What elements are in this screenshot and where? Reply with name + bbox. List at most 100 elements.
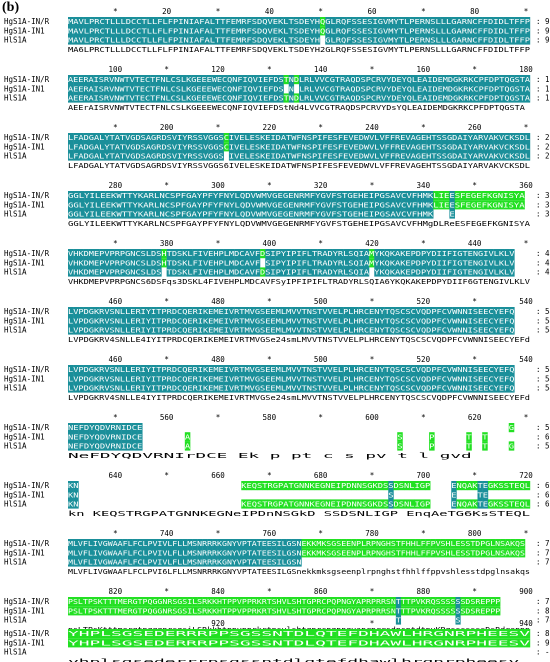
sequence-end-position: : 540 [536,384,550,393]
conserved-column [325,191,332,219]
conserved-column [228,133,235,161]
conserved-column [296,307,302,335]
conserved-column [498,133,505,161]
conserved-column [236,17,242,45]
similar-residue [262,499,268,509]
conserved-column [420,133,427,161]
conserved-column [376,75,382,103]
conserved-column [415,307,422,335]
similar-residue [162,597,168,607]
similar-residue [476,200,482,210]
similar-residue [422,629,434,639]
conserved-column [121,423,127,451]
conserved-column [317,133,323,161]
conserved-column [211,75,218,103]
conserved-column [524,75,531,103]
sequence-name: HgS1A-IN1 [4,432,45,441]
sequence-residues: LVPDGKRVSNLLERIYITPRDCQERIKEMEIVRTMVGSEE… [68,317,514,325]
similar-residue [405,539,411,549]
similar-residue [401,638,413,648]
conserved-column [267,17,273,45]
sequence-residues: LFADGALYTATVGDSAGRDSVIYRSSVGGSCIVELESKEI… [68,143,530,151]
similar-residue [398,481,405,491]
conserved-column [322,365,328,393]
conserved-column [93,307,100,335]
similar-residue [335,481,342,491]
ruler-tick-mark: * [524,239,529,248]
similar-residue [306,548,312,558]
similar-residue [376,597,382,607]
sequence-name: HlS1A [4,648,27,657]
conserved-column [234,133,240,161]
ruler-tick-mark: * [216,239,221,248]
sequence-residues: MAVLPRCTLLLDCCTLLFLFPINIAFALTTFEMRFSDQVE… [68,18,530,26]
conserved-column [472,133,479,161]
conserved-column [384,133,391,161]
sequence-residues: LVPDGKRVSNLLERIYITPRDCQERIKEMEIVRTMVGSEE… [68,327,514,335]
conserved-column [218,249,224,277]
conserved-column [225,17,231,45]
similar-residue [336,629,348,639]
similar-residue [112,606,118,616]
ruler-position-number: 460 [109,297,123,306]
conserved-column [105,191,112,219]
sequence-end-position: : 270 [536,152,550,161]
conserved-column [119,75,125,103]
similar-residue [519,638,531,648]
conserved-column [188,17,195,45]
conserved-column [93,75,99,103]
similar-residue [409,499,415,509]
similar-residue [460,191,466,201]
similar-residue [283,499,289,509]
similar-residue [283,75,289,85]
conserved-column [206,75,212,103]
similar-residue [346,481,352,491]
conserved-column [401,75,407,103]
conserved-column [88,75,94,103]
conserved-column [417,191,423,219]
ruler-tick-mark: * [472,355,477,364]
conserved-column [68,133,74,161]
sequence-end-position: : 836 [536,629,550,638]
ruler-position-number: 820 [109,587,123,596]
sequence-end-position: : 771 [536,548,550,557]
ruler-position-number: 140 [314,65,328,74]
similar-residue [107,606,113,616]
conserved-column [94,423,101,451]
conserved-column [182,133,188,161]
conserved-column [114,133,121,161]
similar-residue [405,548,411,558]
similar-residue [488,499,494,509]
consensus-sequence: LVPDGKRV4SNLLE4IYITPRDCQERIKEMEIVRTMVGSe… [68,394,530,402]
similar-residue [309,499,315,509]
conserved-column [478,365,484,393]
similar-residue [262,481,268,491]
similar-residue [445,597,451,607]
similar-residue [304,629,316,639]
conserved-column [109,75,115,103]
ruler-position-number: 220 [263,123,277,132]
conserved-column [83,423,90,451]
conserved-column [493,365,500,393]
conserved-column [353,365,359,393]
conserved-column [278,17,284,45]
conserved-column [367,17,373,45]
conserved-column [130,365,136,393]
similar-residue [450,606,456,616]
conserved-column [478,75,484,103]
conserved-column [104,365,110,393]
conserved-column [197,249,204,277]
similar-residue [503,481,510,491]
conserved-column [187,133,193,161]
similar-residue [366,606,372,616]
conserved-column [73,249,79,277]
ruler-position-number: 740 [160,529,174,538]
similar-residue [497,200,504,210]
sequence-end-position: : 540 [536,307,550,316]
similar-residue [487,638,498,648]
conserved-column [452,365,458,393]
similar-residue [362,481,368,491]
similar-residue [241,597,248,607]
ruler-position-number: 60 [367,7,377,16]
conserved-column [509,133,515,161]
